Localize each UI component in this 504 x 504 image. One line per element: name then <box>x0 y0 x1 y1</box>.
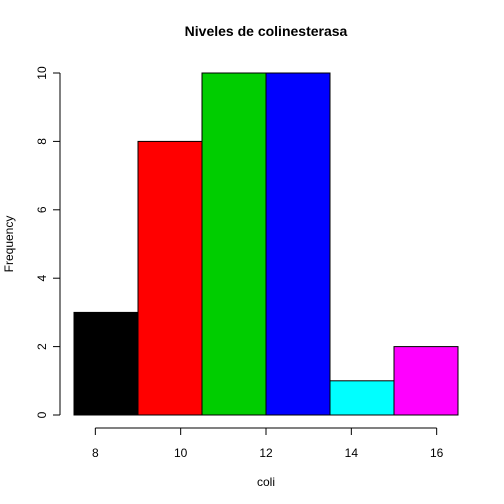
histogram-bar-6 <box>393 346 459 416</box>
y-tick-label: 4 <box>35 275 49 282</box>
histogram-bar-3 <box>201 72 267 416</box>
x-tick-label: 12 <box>259 446 273 460</box>
y-axis-label: Frequency <box>2 216 16 273</box>
x-axis-label: coli <box>257 475 275 489</box>
histogram-bar-4 <box>265 72 331 416</box>
y-tick-label: 8 <box>35 138 49 145</box>
x-axis: 8 10 12 14 16 <box>92 427 444 460</box>
x-tick-label: 16 <box>430 446 444 460</box>
x-tick-label: 8 <box>92 446 99 460</box>
histogram-bar-5 <box>329 380 395 416</box>
y-tick-label: 2 <box>35 343 49 350</box>
y-tick-label: 0 <box>35 411 49 418</box>
y-tick-label: 10 <box>35 66 49 80</box>
histogram-bar-1 <box>73 311 139 416</box>
y-tick-label: 6 <box>35 206 49 213</box>
y-axis: 0 2 4 6 8 10 <box>35 66 61 418</box>
chart-title: Niveles de colinesterasa <box>185 23 348 39</box>
x-tick-label: 14 <box>345 446 359 460</box>
histogram-bar-2 <box>137 140 203 416</box>
x-tick-label: 10 <box>174 446 188 460</box>
bars-group <box>73 72 459 416</box>
